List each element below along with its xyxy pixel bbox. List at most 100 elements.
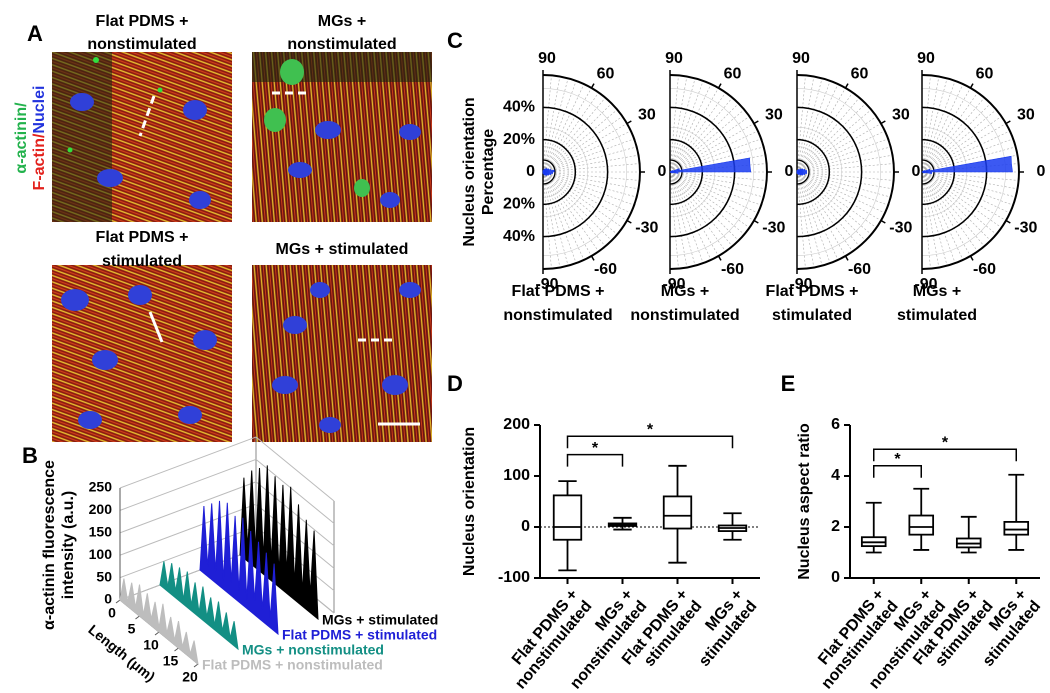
spoke xyxy=(542,171,628,221)
radial-grid-ring xyxy=(542,138,576,206)
radial-grid-ring xyxy=(796,138,830,206)
y-axis-label: α-actinin fluorescence xyxy=(41,460,58,630)
chart-subtitle: stimulated xyxy=(897,307,977,324)
angle-tick-label: 0 xyxy=(658,163,667,180)
grid-line xyxy=(119,481,257,534)
intensity-profile xyxy=(119,578,199,666)
spoke xyxy=(921,171,1014,206)
spoke xyxy=(669,80,704,173)
angle-tick-label: -30 xyxy=(635,220,658,237)
inner-ring xyxy=(796,159,810,185)
micrograph xyxy=(52,265,232,442)
angle-tick-label: 90 xyxy=(917,50,935,67)
chart-subtitle: Flat PDMS + xyxy=(766,283,859,300)
spoke xyxy=(796,97,860,173)
orientation-bin xyxy=(669,157,752,173)
spoke xyxy=(669,123,755,173)
spoke xyxy=(796,171,886,214)
spoke xyxy=(796,163,894,173)
spoke xyxy=(921,78,948,173)
spoke xyxy=(669,171,750,228)
panel-letter: B xyxy=(22,443,38,468)
y-tick-label: 2 xyxy=(831,518,840,535)
spoke xyxy=(669,171,767,181)
channel-label-part: Nuclei xyxy=(31,86,48,134)
spoke xyxy=(542,75,552,173)
spoke xyxy=(542,171,618,235)
spoke xyxy=(921,80,956,173)
radial-tick-label: 40% xyxy=(503,228,535,245)
spoke xyxy=(796,171,877,228)
spoke xyxy=(542,76,561,173)
spoke xyxy=(921,171,931,269)
spoke xyxy=(669,171,726,252)
image-title: MGs + xyxy=(318,13,366,30)
spoke xyxy=(796,171,891,198)
spoke xyxy=(796,171,846,257)
y-tick-label: 200 xyxy=(89,501,113,517)
radial-tick-label: 20% xyxy=(503,196,535,213)
radial-tick-label: 40% xyxy=(503,99,535,116)
spoke xyxy=(796,171,839,261)
spoke xyxy=(669,75,679,173)
spoke xyxy=(669,171,704,264)
angle-tick-label: 90 xyxy=(792,50,810,67)
angle-tick-label: 30 xyxy=(765,107,783,124)
angle-tick xyxy=(969,255,974,261)
angle-tick-label: -60 xyxy=(721,261,744,278)
orientation-bin xyxy=(669,170,672,173)
x-tick xyxy=(193,663,199,668)
angle-tick xyxy=(1005,219,1011,224)
x-tick-label: 5 xyxy=(128,621,136,637)
spoke xyxy=(669,171,688,268)
angle-tick-label: -90 xyxy=(789,276,812,293)
spoke xyxy=(921,87,971,173)
spoke xyxy=(669,171,762,206)
spoke xyxy=(669,171,733,247)
box xyxy=(908,514,935,536)
angle-tick-label: -60 xyxy=(973,261,996,278)
grid-line xyxy=(255,459,335,524)
micrographs xyxy=(52,52,432,442)
micrograph xyxy=(52,52,232,222)
spoke xyxy=(796,171,853,252)
angle-tick-label: 60 xyxy=(724,65,742,82)
angle-tick-label: 60 xyxy=(851,65,869,82)
spoke xyxy=(669,146,764,173)
spoke xyxy=(669,92,726,173)
spoke xyxy=(921,171,1007,221)
chart-subtitle: stimulated xyxy=(772,307,852,324)
panel-letter: D xyxy=(447,371,463,396)
spoke xyxy=(796,171,872,235)
spoke xyxy=(669,171,696,266)
angle-tick xyxy=(590,255,595,261)
angle-tick xyxy=(1005,120,1011,125)
angle-tick xyxy=(969,83,974,89)
spoke xyxy=(542,146,637,173)
y-axis-label: intensity (a.u.) xyxy=(60,491,77,599)
spoke xyxy=(921,123,1007,173)
y-tick-label: 100 xyxy=(503,467,530,484)
spoke xyxy=(796,154,893,173)
orientation-bin xyxy=(921,170,924,173)
spoke xyxy=(542,154,639,173)
intensity-profile xyxy=(199,500,279,636)
spoke xyxy=(796,103,866,173)
x-tick-label: 20 xyxy=(182,669,198,685)
chart-subtitle: MGs + xyxy=(913,283,961,300)
spoke xyxy=(542,171,635,206)
x-axis-label: Length (μm) xyxy=(85,621,158,684)
grid-line xyxy=(255,436,335,502)
minor-ring xyxy=(542,88,627,256)
spoke xyxy=(921,171,1002,228)
spoke xyxy=(921,171,956,264)
spoke xyxy=(669,171,766,190)
spoke xyxy=(796,171,882,221)
spoke xyxy=(542,123,628,173)
spoke xyxy=(921,138,1014,173)
spoke xyxy=(542,171,561,268)
legend-entry: Flat PDMS + nonstimulated xyxy=(202,657,383,673)
angle-tick xyxy=(753,120,759,125)
angle-tick xyxy=(717,83,722,89)
